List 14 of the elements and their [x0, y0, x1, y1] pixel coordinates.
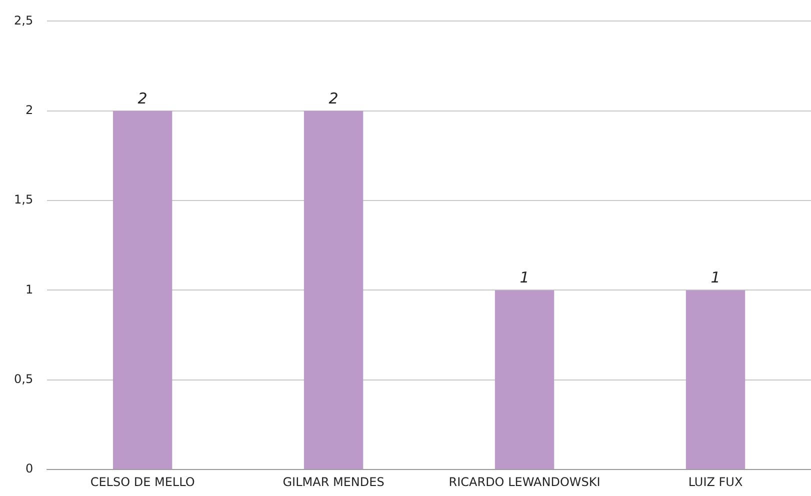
y-tick-label: 1 — [25, 282, 34, 296]
data-label: 2 — [138, 89, 148, 108]
data-label: 1 — [520, 268, 530, 287]
x-tick-label: LUIZ FUX — [688, 474, 743, 489]
y-tick-label: 0 — [25, 462, 34, 476]
x-tick-label: GILMAR MENDES — [282, 474, 384, 489]
y-tick-label: 2 — [25, 103, 34, 118]
x-tick-label: RICARDO LEWANDOWSKI — [448, 474, 600, 489]
x-tick-label: CELSO DE MELLO — [90, 474, 195, 489]
y-tick-label: 1,5 — [14, 192, 34, 207]
data-label: 1 — [710, 268, 720, 287]
y-tick-label: 0,5 — [14, 372, 34, 386]
y-tick-label: 2,5 — [14, 13, 34, 28]
data-label: 2 — [328, 89, 338, 108]
